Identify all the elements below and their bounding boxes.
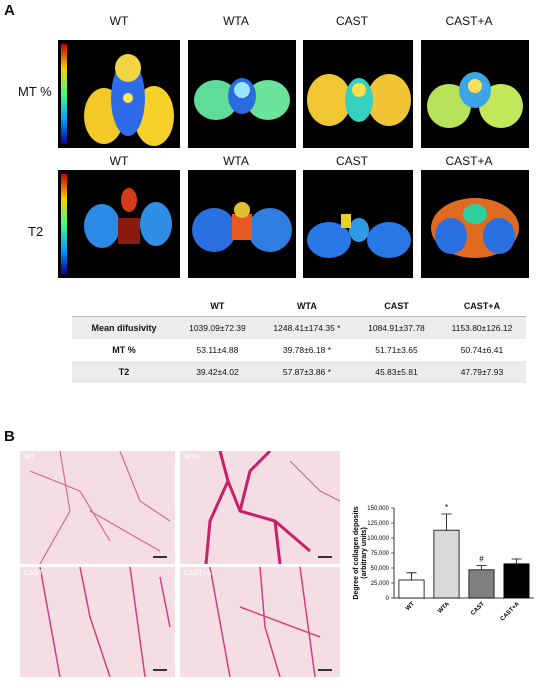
table-header-cell: WTA bbox=[297, 301, 317, 311]
bar-cast-a bbox=[503, 563, 530, 599]
error-bar bbox=[441, 513, 452, 531]
mt-image-wta bbox=[188, 40, 296, 148]
mt-col-label-cast-a: CAST+A bbox=[445, 14, 493, 28]
table-header-cell: CAST bbox=[384, 301, 409, 311]
table-header-row: WT WTA CAST CAST+A bbox=[72, 296, 526, 317]
y-tick-label: 25,000 bbox=[371, 581, 390, 587]
x-tick-label: WTA bbox=[437, 601, 451, 615]
panel-a-letter: A bbox=[4, 2, 15, 19]
table-row: Mean difusivity 1039.09±72.39 1248.41±17… bbox=[72, 316, 526, 339]
mt-row-label: MT % bbox=[18, 84, 52, 99]
histology-image-cast-a: CAST+A bbox=[180, 567, 340, 677]
row-label: Mean difusivity bbox=[72, 316, 176, 339]
histology-label: WTA bbox=[184, 454, 200, 461]
error-bar bbox=[406, 572, 417, 580]
scale-bar bbox=[318, 556, 332, 558]
mt-image-wt bbox=[58, 40, 180, 148]
histology-label: CAST+A bbox=[184, 570, 212, 577]
table-cell: 47.79±7.93 bbox=[437, 361, 526, 383]
y-tick-label: 100,000 bbox=[367, 536, 389, 542]
scale-bar bbox=[318, 669, 332, 671]
table-header-cell bbox=[72, 296, 176, 317]
colorbar bbox=[61, 174, 67, 274]
row-label: T2 bbox=[72, 361, 176, 383]
t2-col-label-wta: WTA bbox=[223, 154, 249, 168]
bar-wt bbox=[398, 579, 425, 599]
scale-bar bbox=[153, 556, 167, 558]
x-tick-label: CAST bbox=[470, 601, 486, 617]
table-cell: 1084.91±37.78 bbox=[355, 316, 438, 339]
t2-col-label-cast: CAST bbox=[335, 154, 368, 168]
y-tick-label: 75,000 bbox=[371, 551, 390, 557]
y-tick-label: 0 bbox=[386, 596, 390, 602]
row-label: MT % bbox=[112, 345, 136, 355]
significance-marker: * bbox=[445, 503, 448, 512]
y-tick-label: 150,000 bbox=[367, 506, 389, 512]
t2-image-cast-a bbox=[421, 170, 529, 278]
t2-image-wta bbox=[188, 170, 296, 278]
histology-label: WT bbox=[24, 454, 35, 461]
table-cell: 1039.09±72.39 bbox=[176, 316, 259, 339]
error-bar bbox=[511, 558, 522, 564]
mt-image-cast-a bbox=[421, 40, 529, 148]
mt-col-label-cast: CAST bbox=[335, 14, 368, 28]
x-tick-label: WT bbox=[405, 601, 416, 612]
table-cell: 45.83±5.81 bbox=[355, 361, 438, 383]
y-axis-label: Degree of collagen deposits(arbitrary un… bbox=[353, 506, 368, 599]
mt-image-cast bbox=[303, 40, 413, 148]
t2-image-wt bbox=[58, 170, 180, 278]
table-cell: 39.78±6.18 * bbox=[282, 345, 332, 355]
table-cell: 53.11±4.88 bbox=[196, 345, 239, 355]
t2-image-cast bbox=[303, 170, 413, 278]
table-row: MT % 53.11±4.88 39.78±6.18 * 51.71±3.65 … bbox=[72, 339, 526, 361]
panel-b-letter: B bbox=[4, 428, 15, 445]
table-header-cell: CAST+A bbox=[463, 301, 501, 311]
table-header-cell: WT bbox=[210, 301, 225, 311]
histology-image-wt: WT bbox=[20, 451, 175, 564]
table-cell: 50.74±6.41 bbox=[460, 345, 504, 355]
t2-row-label: T2 bbox=[28, 224, 44, 239]
table-cell: 1153.80±126.12 bbox=[437, 316, 526, 339]
y-tick-label: 125,000 bbox=[367, 521, 389, 527]
collagen-bar-chart: Degree of collagen deposits(arbitrary un… bbox=[353, 503, 534, 623]
table-cell: 1248.41±174.35 * bbox=[258, 316, 356, 339]
scale-bar bbox=[153, 669, 167, 671]
t2-col-label-cast-a: CAST+A bbox=[445, 154, 493, 168]
bar-cast bbox=[468, 569, 495, 599]
x-tick-label: CAST+A bbox=[500, 601, 522, 623]
bar-wta bbox=[433, 529, 460, 599]
table-cell: 57.87±3.86 * bbox=[258, 361, 356, 383]
y-tick-label: 50,000 bbox=[371, 566, 390, 572]
stats-table: WT WTA CAST CAST+A Mean difusivity 1039.… bbox=[72, 296, 526, 383]
table-cell: 51.71±3.65 bbox=[375, 345, 418, 355]
table-cell: 39.42±4.02 bbox=[176, 361, 259, 383]
colorbar bbox=[61, 44, 67, 144]
histology-image-cast: CAST bbox=[20, 567, 175, 677]
histology-label: CAST bbox=[24, 570, 43, 577]
mt-col-label-wt: WT bbox=[109, 14, 129, 28]
table-row: T2 39.42±4.02 57.87±3.86 * 45.83±5.81 47… bbox=[72, 361, 526, 383]
t2-col-label-wt: WT bbox=[109, 154, 129, 168]
mt-col-label-wta: WTA bbox=[223, 14, 249, 28]
error-bar bbox=[476, 565, 487, 570]
histology-image-wta: WTA bbox=[180, 451, 340, 564]
significance-marker: # bbox=[479, 555, 484, 564]
